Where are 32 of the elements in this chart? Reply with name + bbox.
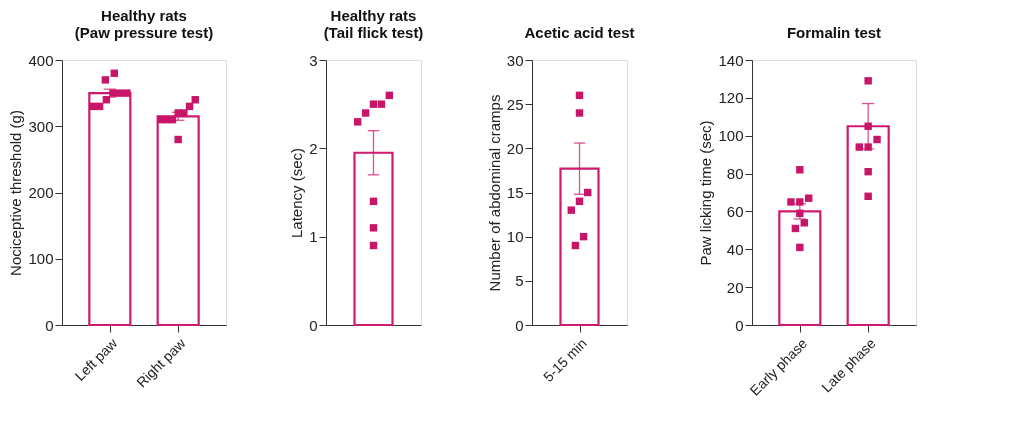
- y-tick-label: 100: [718, 127, 744, 145]
- chart-title: Healthy rats (Tail flick test): [323, 7, 424, 41]
- chart-title: Acetic acid test: [524, 24, 635, 41]
- chart-title: Healthy rats (Paw pressure test): [74, 7, 214, 41]
- y-tick-label: 5: [515, 272, 524, 290]
- y-tick-label: 120: [718, 89, 744, 107]
- y-tick-label: 2: [309, 139, 318, 157]
- y-axis-title: Latency (sec): [288, 147, 306, 239]
- y-axis-title: Nociceptive threshold (g): [7, 110, 25, 276]
- y-tick-label: 40: [726, 240, 744, 258]
- y-tick-label: 15: [506, 184, 524, 201]
- y-tick-label: 200: [28, 184, 54, 201]
- y-tick-label: 30: [506, 51, 524, 69]
- y-tick-label: 10: [506, 228, 524, 246]
- y-tick-label: 0: [309, 316, 318, 334]
- y-tick-label: 20: [506, 139, 524, 157]
- y-tick-label: 100: [28, 250, 54, 268]
- y-tick-label: 1: [309, 228, 318, 246]
- chart-title: Formalin test: [786, 24, 882, 41]
- y-axis-title: Number of abdominal cramps: [485, 94, 503, 292]
- y-tick-label: 80: [726, 165, 744, 183]
- y-tick-label: 3: [309, 51, 318, 69]
- y-tick-label: 25: [506, 95, 524, 113]
- y-tick-label: 60: [726, 202, 744, 220]
- y-axis-title: Paw licking time (sec): [697, 120, 715, 266]
- y-tick-label: 0: [45, 316, 54, 334]
- y-tick-label: 140: [718, 51, 744, 69]
- y-tick-label: 0: [735, 316, 744, 334]
- y-tick-label: 20: [726, 278, 744, 296]
- y-tick-label: 300: [28, 117, 54, 135]
- y-tick-label: 400: [28, 51, 54, 69]
- y-tick-label: 0: [515, 316, 524, 334]
